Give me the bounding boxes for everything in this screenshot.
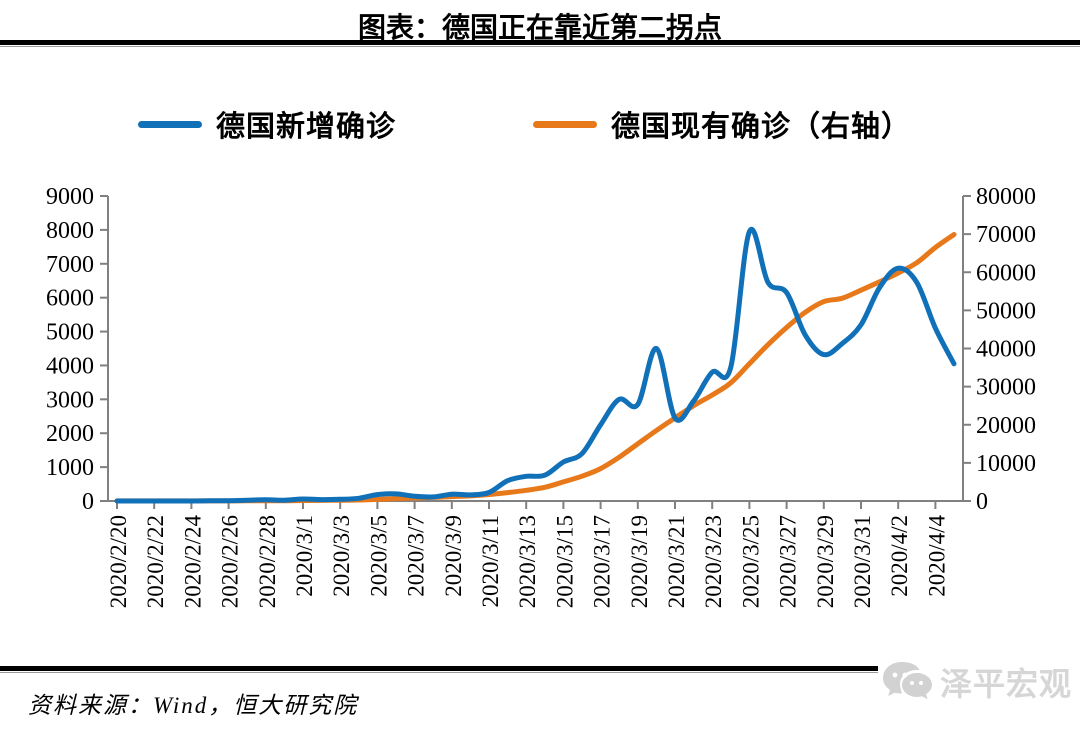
legend-item-new-confirmed: 德国新增确诊: [138, 104, 396, 144]
y-left-tick-label: 1000: [46, 455, 94, 481]
x-tick-label: 2020/2/28: [255, 515, 280, 608]
brand-watermark: 泽平宏观: [878, 656, 1080, 708]
x-tick-label: 2020/3/13: [515, 515, 540, 608]
x-tick-label: 2020/4/4: [924, 515, 949, 597]
y-axis-left: 0 1000 2000 3000 4000 5000 6000 7000 8000 9000: [46, 184, 108, 515]
y-right-tick-label: 50000: [976, 298, 1036, 324]
series-line-existing-confirmed: [114, 232, 957, 504]
x-tick-label: 2020/2/20: [106, 515, 131, 608]
y-left-tick-label: 8000: [46, 218, 94, 244]
x-tick-label: 2020/3/1: [292, 515, 317, 597]
y-right-tick-label: 30000: [976, 375, 1036, 401]
top-divider: [0, 40, 1080, 45]
bottom-divider: [0, 666, 1080, 671]
x-tick-label: 2020/3/27: [776, 515, 801, 608]
y-left-tick-label: 5000: [46, 320, 94, 346]
x-tick-label: 2020/3/21: [664, 515, 689, 608]
y-left-tick-label: 0: [82, 489, 94, 515]
y-left-tick-label: 3000: [46, 387, 94, 413]
legend-item-existing-confirmed: 德国现有确诊（右轴）: [533, 104, 911, 144]
y-left-tick-label: 7000: [46, 252, 94, 278]
x-tick-label: 2020/3/15: [552, 515, 577, 608]
x-tick-label: 2020/2/24: [180, 515, 205, 609]
y-right-tick-label: 80000: [976, 184, 1036, 210]
legend-swatch-orange: [533, 120, 597, 128]
y-right-tick-label: 60000: [976, 260, 1036, 286]
x-axis: 2020/2/20 2020/2/22 2020/2/24 2020/2/26 2020…: [106, 501, 949, 608]
page-title: 图表：德国正在靠近第二拐点: [357, 13, 722, 44]
y-right-tick-label: 40000: [976, 337, 1036, 363]
bottom-divider-shadow: [0, 672, 1080, 673]
y-axis-right: 0 10000 20000 30000 40000 50000 60000 70000 8000…: [963, 184, 1036, 515]
x-tick-label: 2020/3/17: [590, 515, 615, 608]
series-line-new-confirmed: [114, 226, 957, 504]
y-right-tick-label: 70000: [976, 222, 1036, 248]
x-tick-label: 2020/2/26: [218, 515, 243, 608]
x-tick-label: 2020/3/23: [701, 515, 726, 608]
y-left-tick-label: 4000: [46, 353, 94, 379]
y-right-tick-label: 20000: [976, 413, 1036, 439]
top-divider-shadow: [0, 46, 1080, 47]
wechat-icon: [883, 662, 932, 700]
x-tick-label: 2020/3/7: [404, 515, 429, 597]
legend-swatch-blue: [138, 120, 202, 128]
y-left-tick-label: 2000: [46, 421, 94, 447]
data-source-note: 资料来源：Wind，恒大研究院: [28, 693, 359, 718]
y-right-tick-label: 0: [976, 489, 988, 515]
watermark-text: 泽平宏观: [940, 666, 1073, 702]
x-tick-label: 2020/4/2: [887, 515, 912, 597]
x-tick-label: 2020/3/25: [738, 515, 763, 608]
x-tick-label: 2020/3/9: [441, 515, 466, 597]
y-left-tick-label: 6000: [46, 286, 94, 312]
legend-label-existing-confirmed: 德国现有确诊（右轴）: [611, 111, 912, 143]
x-tick-label: 2020/3/5: [366, 515, 391, 597]
x-tick-label: 2020/3/31: [850, 515, 875, 608]
x-tick-label: 2020/3/11: [478, 515, 503, 607]
x-tick-label: 2020/2/22: [143, 515, 168, 608]
x-tick-label: 2020/3/29: [813, 515, 838, 608]
y-left-tick-label: 9000: [46, 184, 94, 210]
legend-label-new-confirmed: 德国新增确诊: [216, 111, 397, 143]
x-tick-label: 2020/3/3: [329, 515, 354, 597]
x-tick-label: 2020/3/19: [627, 515, 652, 608]
y-right-tick-label: 10000: [976, 451, 1036, 477]
axes: [100, 196, 971, 502]
